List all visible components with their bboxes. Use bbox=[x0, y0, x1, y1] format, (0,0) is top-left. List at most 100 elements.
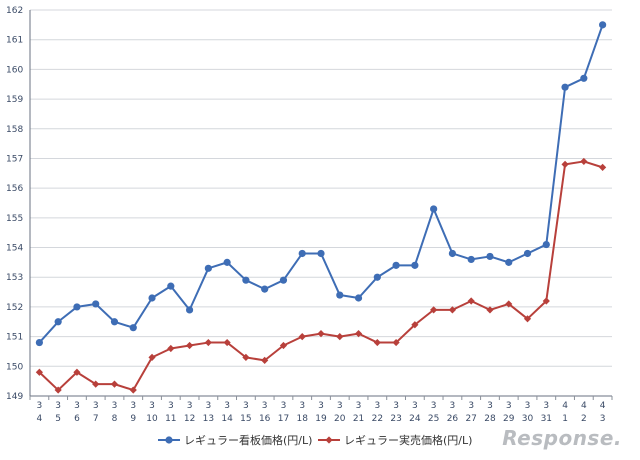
y-tick-label: 159 bbox=[6, 95, 23, 105]
data-point bbox=[148, 294, 156, 302]
x-tick-day: 28 bbox=[484, 414, 496, 424]
data-point bbox=[35, 338, 43, 347]
legend-marker bbox=[325, 436, 333, 444]
y-tick-label: 153 bbox=[6, 273, 23, 283]
x-tick-month: 3 bbox=[205, 401, 211, 411]
data-point bbox=[185, 306, 194, 314]
x-tick-day: 12 bbox=[184, 414, 195, 424]
data-point bbox=[279, 341, 288, 350]
data-point bbox=[73, 368, 81, 376]
x-tick-day: 2 bbox=[581, 414, 587, 424]
y-tick-label: 158 bbox=[6, 125, 23, 135]
data-point bbox=[110, 380, 119, 388]
x-tick-day: 22 bbox=[372, 414, 383, 424]
x-tick-month: 3 bbox=[337, 401, 343, 411]
series-line bbox=[38, 24, 604, 344]
data-point bbox=[373, 273, 381, 281]
data-point bbox=[317, 249, 325, 258]
x-tick-day: 14 bbox=[221, 414, 233, 424]
gridlines bbox=[30, 9, 612, 367]
data-point bbox=[354, 330, 363, 338]
x-tick-month: 3 bbox=[356, 401, 362, 411]
data-point bbox=[505, 300, 513, 308]
data-point bbox=[279, 276, 288, 284]
y-tick-label: 157 bbox=[6, 154, 23, 164]
series-line bbox=[38, 160, 603, 392]
x-tick-day: 11 bbox=[165, 414, 176, 424]
x-tick-day: 26 bbox=[447, 414, 459, 424]
x-tick-day: 24 bbox=[409, 414, 421, 424]
x-tick-month: 3 bbox=[525, 401, 531, 411]
data-point bbox=[448, 249, 457, 258]
data-point bbox=[542, 240, 550, 249]
data-point bbox=[167, 344, 175, 353]
legend-item: レギュラー実売価格(円/L) bbox=[318, 433, 472, 447]
y-tick-labels: 149 150 151 152 153 154 155 156 157 158 159 160 161 1… bbox=[6, 6, 23, 402]
x-tick-month: 3 bbox=[112, 401, 118, 411]
series-2 bbox=[35, 157, 607, 394]
axes bbox=[29, 10, 613, 400]
data-point bbox=[411, 261, 419, 269]
x-tick-day: 19 bbox=[315, 414, 327, 424]
legend-label: レギュラー実売価格(円/L) bbox=[344, 433, 472, 447]
data-point bbox=[204, 264, 212, 272]
data-point bbox=[92, 300, 100, 308]
x-tick-day: 30 bbox=[522, 414, 534, 424]
data-point bbox=[204, 338, 212, 347]
data-point bbox=[467, 297, 475, 305]
y-tick-label: 152 bbox=[6, 303, 23, 313]
x-tick-day: 5 bbox=[55, 414, 61, 424]
x-tick-month: 3 bbox=[506, 401, 512, 411]
x-tick-day: 13 bbox=[203, 414, 214, 424]
x-tick-day: 7 bbox=[93, 414, 99, 424]
x-tick-month: 3 bbox=[262, 401, 268, 411]
y-tick-label: 155 bbox=[6, 214, 23, 224]
x-tick-day: 1 bbox=[562, 414, 568, 424]
x-tick-day: 18 bbox=[296, 414, 308, 424]
data-point bbox=[317, 330, 325, 338]
data-point bbox=[392, 338, 400, 347]
series-layer bbox=[35, 21, 607, 394]
x-tick-month: 3 bbox=[243, 401, 249, 411]
x-tick-day: 9 bbox=[130, 414, 136, 424]
x-tick-day: 31 bbox=[541, 414, 552, 424]
data-point bbox=[411, 321, 419, 329]
x-tick-month: 3 bbox=[412, 401, 418, 411]
x-tick-month: 4 bbox=[581, 401, 587, 411]
series-1 bbox=[35, 21, 607, 347]
data-point bbox=[223, 258, 231, 266]
data-point bbox=[298, 333, 306, 341]
data-point bbox=[561, 160, 569, 168]
data-point bbox=[430, 306, 438, 314]
x-tick-month: 4 bbox=[600, 401, 606, 411]
data-point bbox=[242, 353, 250, 361]
y-tick-label: 156 bbox=[6, 184, 23, 194]
x-tick-day: 17 bbox=[278, 414, 289, 424]
x-tick-day: 4 bbox=[37, 414, 43, 424]
data-point bbox=[261, 285, 269, 293]
data-point bbox=[373, 338, 381, 347]
data-point bbox=[148, 353, 156, 361]
data-point bbox=[505, 258, 513, 266]
data-point bbox=[54, 318, 62, 326]
x-tick-month: 3 bbox=[431, 401, 437, 411]
y-tick-label: 162 bbox=[6, 6, 23, 16]
x-tick-month: 3 bbox=[450, 401, 456, 411]
data-point bbox=[392, 261, 400, 269]
data-point bbox=[129, 386, 137, 394]
legend: レギュラー看板価格(円/L) レギュラー実売価格(円/L) bbox=[158, 433, 472, 447]
data-point bbox=[599, 163, 607, 171]
x-tick-month: 3 bbox=[543, 401, 549, 411]
x-tick-month: 3 bbox=[187, 401, 193, 411]
data-point bbox=[261, 356, 269, 364]
data-point bbox=[54, 386, 62, 394]
y-tick-label: 161 bbox=[6, 36, 23, 46]
data-point bbox=[523, 249, 532, 258]
x-tick-month: 3 bbox=[224, 401, 230, 411]
data-point bbox=[430, 205, 438, 213]
x-tick-day: 8 bbox=[112, 414, 118, 424]
x-tick-month: 3 bbox=[37, 401, 43, 411]
data-point bbox=[73, 303, 81, 311]
data-point bbox=[35, 368, 43, 376]
data-point bbox=[448, 306, 457, 314]
